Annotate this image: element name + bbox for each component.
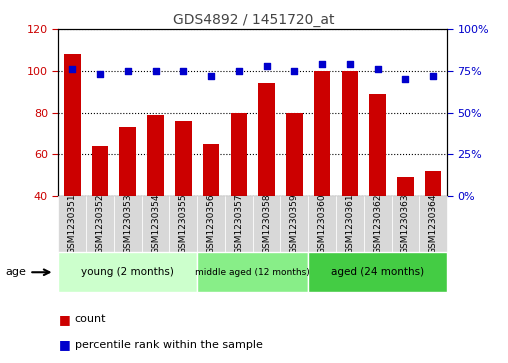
Point: [96, 71, 104, 77]
Bar: [170, 196, 197, 252]
Text: GSM1230362: GSM1230362: [373, 194, 382, 254]
Text: GSM1230361: GSM1230361: [345, 194, 355, 254]
Point: [401, 76, 409, 82]
Text: count: count: [75, 314, 106, 325]
Text: GSM1230359: GSM1230359: [290, 194, 299, 254]
Bar: [225, 196, 253, 252]
Bar: [308, 196, 336, 252]
Bar: [231, 113, 247, 280]
Text: ■: ■: [58, 313, 70, 326]
Point: [68, 66, 76, 72]
Bar: [142, 196, 170, 252]
Text: GDS4892 / 1451720_at: GDS4892 / 1451720_at: [173, 13, 335, 27]
Text: GSM1230364: GSM1230364: [429, 194, 438, 254]
Bar: [280, 196, 308, 252]
Text: age: age: [5, 267, 26, 277]
Point: [429, 73, 437, 79]
Text: GSM1230355: GSM1230355: [179, 194, 188, 254]
Text: young (2 months): young (2 months): [81, 267, 174, 277]
Bar: [419, 196, 447, 252]
Bar: [392, 196, 419, 252]
Point: [318, 61, 326, 67]
Text: GSM1230356: GSM1230356: [207, 194, 215, 254]
Point: [151, 68, 160, 74]
Text: GSM1230353: GSM1230353: [123, 194, 132, 254]
Bar: [253, 196, 280, 252]
Bar: [86, 196, 114, 252]
Bar: [175, 121, 192, 280]
Point: [263, 63, 271, 69]
Text: GSM1230358: GSM1230358: [262, 194, 271, 254]
Point: [207, 73, 215, 79]
Bar: [341, 71, 358, 280]
Text: GSM1230357: GSM1230357: [234, 194, 243, 254]
Bar: [58, 196, 86, 252]
Text: GSM1230351: GSM1230351: [68, 194, 77, 254]
Bar: [258, 83, 275, 280]
Text: percentile rank within the sample: percentile rank within the sample: [75, 340, 263, 350]
Bar: [64, 54, 81, 280]
Bar: [364, 196, 392, 252]
Text: GSM1230360: GSM1230360: [318, 194, 327, 254]
Text: ■: ■: [58, 338, 70, 351]
Bar: [197, 252, 308, 292]
Text: GSM1230354: GSM1230354: [151, 194, 160, 254]
Point: [179, 68, 187, 74]
Bar: [397, 177, 414, 280]
Bar: [92, 146, 108, 280]
Bar: [114, 196, 142, 252]
Bar: [369, 94, 386, 280]
Text: aged (24 months): aged (24 months): [331, 267, 424, 277]
Text: GSM1230352: GSM1230352: [96, 194, 105, 254]
Point: [373, 66, 382, 72]
Text: middle aged (12 months): middle aged (12 months): [196, 268, 310, 277]
Bar: [203, 144, 219, 280]
Point: [235, 68, 243, 74]
Point: [346, 61, 354, 67]
Bar: [147, 115, 164, 280]
Bar: [308, 252, 447, 292]
Point: [290, 68, 298, 74]
Bar: [425, 171, 441, 280]
Bar: [58, 252, 197, 292]
Text: GSM1230363: GSM1230363: [401, 194, 410, 254]
Bar: [119, 127, 136, 280]
Point: [124, 68, 132, 74]
Bar: [314, 71, 330, 280]
Bar: [286, 113, 303, 280]
Bar: [197, 196, 225, 252]
Bar: [336, 196, 364, 252]
